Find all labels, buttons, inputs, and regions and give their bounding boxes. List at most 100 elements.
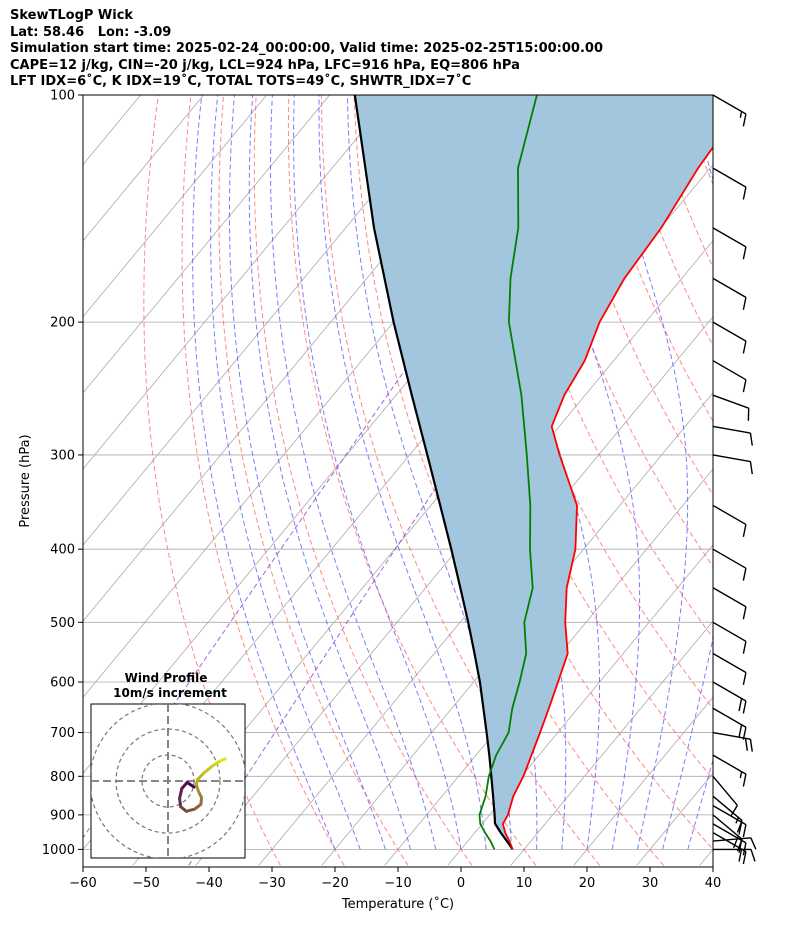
isotherm [321,392,713,866]
inset-title: Wind Profile [125,671,208,685]
x-tick-label: −60 [69,876,96,891]
dry-adiabat [778,95,794,865]
moist-adiabat [210,95,361,850]
wind-barb [712,548,747,581]
isotherm [83,95,267,318]
isotherm [258,316,713,866]
hodograph-segment [178,787,184,800]
hodograph-inset: Wind Profile 10m/s increment [90,671,246,859]
moist-adiabat [712,847,713,850]
y-tick-label: 800 [50,770,75,785]
wind-barbs [712,94,757,865]
x-tick-label: 10 [516,876,533,891]
wind-barb [712,227,747,260]
dry-adiabat [253,95,473,866]
isotherm [83,95,204,242]
profile-lines [353,95,713,851]
moist-adiabat [293,95,462,850]
x-tick-label: −20 [321,876,348,891]
wind-barb [712,587,747,620]
wind-barb [712,837,757,850]
wind-barb [712,814,743,852]
axes: −60 −50 −40 −30 −20 −10 0 10 20 30 40 1000 900 800 700… [42,89,721,892]
inset-subtitle: 10m/s increment [113,686,227,700]
x-tick-label: 0 [457,876,465,891]
title-block: SkewTLogP Wick Lat: 58.46 Lon: -3.09 Sim… [10,8,603,91]
hodograph-segment [202,764,214,775]
moist-adiabat [228,95,386,850]
y-tick-label: 100 [50,89,75,104]
indices-line: LFT IDX=6˚C, K IDX=19˚C, TOTAL TOTS=49˚C… [10,74,472,89]
wind-barb [712,321,747,354]
dry-adiabat [746,95,794,865]
wind-barb [712,652,747,686]
dry-adiabat [484,95,713,639]
hodograph-segment [210,759,222,768]
isotherm [447,544,713,866]
dry-adiabat [679,95,713,186]
mixing-ratio-line [188,95,701,866]
time-line: Simulation start time: 2025-02-24_00:00:… [10,41,603,56]
dewpoint-line [478,95,538,850]
x-tick-label: 20 [579,876,596,891]
location-line: Lat: 58.46 Lon: -3.09 [10,24,172,40]
isotherm [0,95,78,865]
y-tick-label: 200 [50,316,75,331]
isotherm [510,620,713,866]
wind-barb [712,731,753,752]
y-tick-label: 700 [50,726,75,741]
x-tick-label: −40 [195,876,222,891]
x-tick-label: −10 [384,876,411,891]
y-tick-label: 900 [50,808,75,823]
x-tick-label: 30 [642,876,659,891]
wind-barb [712,454,753,475]
wind-barb [712,360,747,393]
dry-adiabat [320,95,601,866]
x-tick-label: −30 [258,876,285,891]
isotherm [83,95,456,546]
wind-barb [712,754,747,787]
wind-barb [712,425,753,446]
wind-barb [712,831,747,865]
dry-adiabat [549,95,713,496]
wind-barb [712,94,747,127]
dry-adiabat [582,95,713,423]
moist-adiabat [662,95,713,850]
dry-adiabat [712,95,713,97]
moist-adiabat [466,95,600,850]
wind-barb [712,504,747,537]
wind-barb [712,621,747,654]
isotherm [83,95,393,470]
parcel-line [353,95,514,851]
wind-barb [712,394,750,421]
wind-barb [713,848,756,862]
y-axis-label: Pressure (hPa) [18,434,33,527]
isotherm [573,696,713,866]
cape-fill-layer [354,95,713,850]
wind-barb [712,277,747,310]
dry-adiabat [181,95,345,866]
x-tick-label: −50 [132,876,159,891]
wind-barb [712,167,747,200]
moist-adiabat [524,95,641,850]
y-tick-label: 1000 [42,843,75,858]
moist-adiabat [318,95,487,850]
cape-line: CAPE=12 j/kg, CIN=-20 j/kg, LCL=924 hPa,… [10,57,520,73]
x-axis-label: Temperature (˚C) [341,896,454,912]
y-tick-label: 600 [50,676,75,691]
hodograph-segment [218,757,227,763]
y-tick-label: 300 [50,448,75,463]
cape-area [354,95,713,850]
wind-barb [712,775,739,817]
moist-adiabat [597,95,689,850]
moist-adiabat [248,95,412,850]
wind-barb [712,707,747,740]
dry-adiabat [143,95,281,866]
chart-title: SkewTLogP Wick [10,8,134,23]
moist-adiabat [687,758,713,850]
y-tick-label: 500 [50,616,75,631]
temperature-line [501,145,713,850]
moist-adiabat [347,95,512,850]
wind-barb [712,795,743,833]
